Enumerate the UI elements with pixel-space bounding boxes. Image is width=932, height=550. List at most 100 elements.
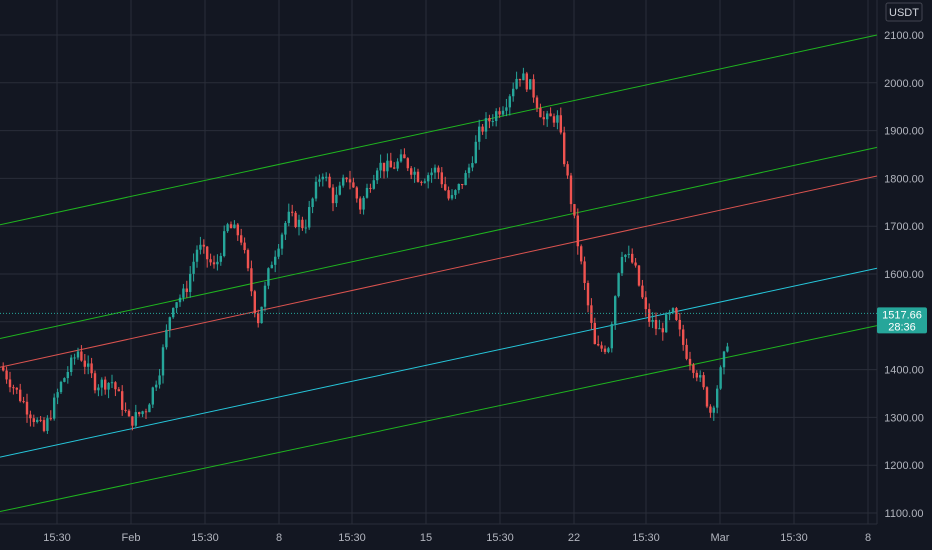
candle-body [522,73,525,81]
candle-body [488,118,491,122]
candle-body [427,175,430,182]
candle-body [576,215,579,247]
candle-body [56,392,59,398]
candle-body [124,409,127,411]
candle-body [682,329,685,345]
candle-body [529,79,532,90]
candle-body [413,171,416,175]
candle-body [535,97,539,108]
candle-body [342,177,345,186]
candle-body [709,406,712,413]
candle-body [716,388,719,408]
candle-body [53,397,56,419]
candle-body [403,154,406,159]
candle-body [726,346,729,352]
candle-body [284,222,287,235]
candle-body [607,348,610,352]
candle-body [178,297,182,303]
candle-body [355,187,358,199]
candle-body [665,314,668,333]
time-axis[interactable]: 15:30 Feb 15:30 8 15:30 15 15:30 22 15:30 Mar 15:3… [43,532,871,544]
candle-body [372,180,375,189]
candle-body [719,367,722,389]
candle-body [49,418,52,420]
candle-body [233,224,236,229]
candle-body [566,164,569,176]
candle-body [559,115,562,133]
candle-body [467,167,471,174]
x-tick-label: 15 [420,532,432,544]
y-tick-label: 1400.00 [884,365,924,377]
price-axis[interactable]: 1100.001200.001300.001400.001500.001600.… [884,30,924,520]
candle-body [175,302,178,308]
candle-body [263,285,267,307]
candle-body [634,262,637,266]
candle-body [450,195,454,199]
channel-line-green [0,146,878,340]
x-tick-label: 15:30 [191,532,219,544]
candle-body [614,296,617,325]
candle-body [331,187,335,204]
candle-body [253,291,256,314]
candle-body [144,411,148,413]
candle-body [542,117,545,120]
candle-body [688,358,692,365]
candle-body [420,181,423,183]
candle-body [12,387,15,389]
candle-body [32,418,35,423]
x-tick-label: 22 [568,532,580,544]
candle-body [678,319,681,330]
candle-body [29,414,32,419]
candle-body [42,420,46,431]
candle-body [110,382,114,384]
candle-body [648,309,651,322]
candle-body [437,167,440,173]
candle-body [107,382,110,390]
candle-body [83,360,86,367]
candle-body [338,185,341,195]
candle-body [260,306,263,324]
x-tick-label: 15:30 [780,532,808,544]
candle-body [617,273,620,297]
candle-body [423,181,426,183]
candle-body [644,297,647,310]
candle-body [291,211,294,213]
candle-body [386,160,389,172]
x-tick-label: 15:30 [486,532,514,544]
candle-body [308,207,311,228]
candle-body [484,118,488,132]
channel-line-red [0,175,878,368]
candle-body [80,351,83,361]
candle-body [705,387,709,407]
candle-body [552,116,556,123]
candle-body [685,344,688,359]
candle-body [416,171,420,182]
candle-body [202,244,205,247]
candle-body [19,389,22,402]
candle-body [512,88,515,97]
candle-body [151,387,154,405]
candle-body [583,261,586,284]
candle-body [206,246,209,260]
candle-body [569,175,573,205]
candle-body [671,308,675,313]
candle-body [505,107,508,111]
y-tick-label: 1600.00 [884,269,924,281]
candle-body [454,190,457,196]
candle-body [335,194,338,204]
candle-body [573,204,576,216]
candle-body [114,382,117,390]
x-tick-label: 15:30 [43,532,71,544]
y-tick-label: 1900.00 [884,126,924,138]
candle-body [209,259,212,263]
candle-body [433,167,437,173]
candle-body [525,73,528,90]
candle-body [624,254,627,257]
candle-body [195,249,199,262]
currency-badge[interactable]: USDT [885,2,923,22]
candle-body [481,126,484,132]
candle-body [63,378,66,382]
candle-body [250,268,253,292]
